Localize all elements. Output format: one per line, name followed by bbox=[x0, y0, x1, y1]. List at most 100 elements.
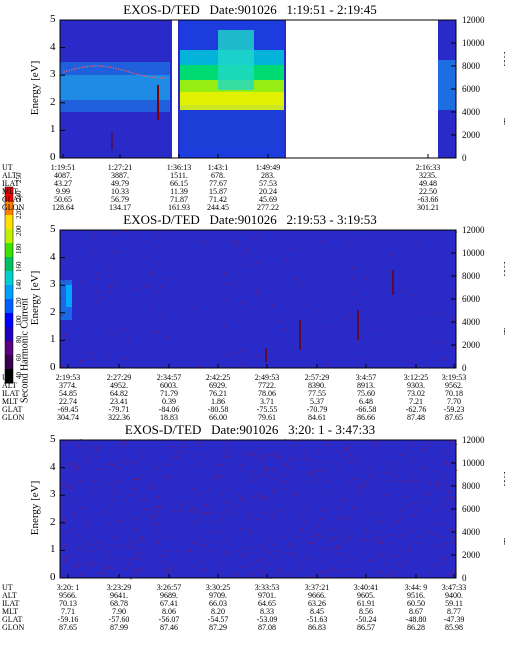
noise-mark bbox=[450, 496, 454, 499]
noise-mark bbox=[354, 302, 357, 306]
noise-mark bbox=[122, 441, 127, 445]
noise-mark bbox=[365, 278, 369, 281]
noise-mark bbox=[312, 534, 316, 537]
noise-mark bbox=[212, 478, 217, 481]
orbit-row-value: 2:19:53 bbox=[55, 373, 81, 382]
orbit-row-value: 3:44: 9 bbox=[404, 583, 428, 592]
noise-mark bbox=[213, 519, 216, 522]
orbit-row-value: 9303. bbox=[407, 381, 425, 390]
noise-mark bbox=[440, 500, 445, 503]
noise-mark bbox=[435, 563, 439, 566]
noise-mark bbox=[123, 567, 128, 570]
noise-mark bbox=[351, 266, 355, 271]
orbit-row-value: 66.15 bbox=[170, 179, 188, 188]
noise-mark bbox=[446, 573, 449, 576]
noise-mark bbox=[351, 506, 353, 508]
noise-mark bbox=[359, 482, 363, 485]
noise-mark bbox=[401, 535, 405, 538]
orbit-row-value: 322.36 bbox=[108, 413, 130, 422]
noise-mark bbox=[224, 538, 228, 541]
noise-mark bbox=[232, 572, 238, 576]
noise-mark bbox=[156, 290, 159, 294]
y2-tick-label: 4000 bbox=[462, 107, 480, 117]
noise-mark bbox=[134, 287, 138, 291]
noise-mark bbox=[375, 535, 377, 537]
noise-mark bbox=[324, 569, 327, 572]
noise-mark bbox=[434, 340, 437, 343]
noise-mark bbox=[426, 448, 429, 450]
noise-mark bbox=[233, 281, 237, 285]
y2-tick-label: 8000 bbox=[462, 61, 480, 71]
orbit-row-label: ALT bbox=[2, 171, 17, 180]
noise-mark bbox=[100, 487, 102, 489]
orbit-row-value: 9566. bbox=[59, 591, 77, 600]
noise-mark bbox=[165, 475, 170, 478]
noise-mark bbox=[342, 560, 345, 562]
orbit-row-label: MLT bbox=[2, 397, 19, 406]
noise-mark bbox=[148, 487, 151, 489]
y2-tick-label: 6000 bbox=[462, 84, 480, 94]
orbit-row-value: 283. bbox=[261, 171, 275, 180]
data-gap bbox=[172, 20, 178, 158]
noise-mark bbox=[117, 467, 120, 470]
orbit-row-label: MLT bbox=[2, 187, 19, 196]
orbit-row-value: 8.06 bbox=[162, 607, 176, 616]
noise-mark bbox=[419, 466, 424, 469]
y-tick-label: 2 bbox=[50, 305, 56, 318]
y-tick-label: 1 bbox=[50, 123, 56, 136]
noise-mark bbox=[182, 502, 185, 506]
noise-mark bbox=[443, 357, 446, 362]
orbit-row-value: 59.11 bbox=[445, 599, 463, 608]
noise-mark bbox=[107, 482, 110, 485]
noise-mark bbox=[241, 363, 244, 368]
noise-mark bbox=[202, 571, 205, 574]
orbit-row-value: 244.45 bbox=[207, 203, 229, 212]
noise-mark bbox=[127, 339, 130, 343]
orbit-row-value: -75.55 bbox=[256, 405, 278, 414]
orbit-row-value: 9666. bbox=[308, 591, 326, 600]
orbit-row-value: 86.66 bbox=[357, 413, 375, 422]
noise-mark bbox=[65, 443, 68, 446]
noise-mark bbox=[299, 561, 302, 563]
orbit-row-value: 2:42:25 bbox=[205, 373, 231, 382]
colorbar-segment bbox=[5, 313, 13, 328]
noise-mark bbox=[339, 553, 344, 555]
y2-tick-label: 10000 bbox=[462, 248, 485, 258]
noise-mark bbox=[422, 448, 426, 451]
noise-mark bbox=[92, 480, 97, 482]
noise-mark bbox=[223, 450, 227, 452]
noise-mark bbox=[152, 481, 155, 484]
noise-mark bbox=[351, 507, 356, 510]
noise-mark bbox=[408, 456, 411, 459]
colorbar-segment bbox=[5, 201, 13, 216]
noise-mark bbox=[80, 280, 83, 284]
orbit-row-label: GLAT bbox=[2, 195, 23, 204]
noise-mark bbox=[249, 573, 254, 576]
noise-mark bbox=[63, 517, 66, 520]
noise-mark bbox=[79, 359, 83, 364]
noise-mark bbox=[330, 528, 333, 530]
noise-mark bbox=[180, 573, 183, 576]
orbit-row-value: 277.22 bbox=[257, 203, 279, 212]
noise-mark bbox=[312, 530, 314, 532]
orbit-row-value: 3:40:41 bbox=[353, 583, 379, 592]
noise-mark bbox=[203, 504, 208, 507]
noise-mark bbox=[178, 508, 181, 511]
orbit-row-value: 61.91 bbox=[357, 599, 375, 608]
noise-mark bbox=[143, 498, 147, 501]
noise-mark bbox=[349, 536, 353, 540]
noise-mark bbox=[90, 562, 93, 565]
noise-mark bbox=[309, 472, 313, 474]
orbit-row-value: -47.39 bbox=[443, 615, 465, 624]
orbit-row-value: 15.87 bbox=[209, 187, 227, 196]
orbit-row-value: 11.39 bbox=[170, 187, 188, 196]
noise-mark bbox=[342, 517, 344, 520]
noise-mark bbox=[66, 449, 69, 453]
noise-mark bbox=[418, 302, 422, 305]
orbit-row-label: UT bbox=[2, 163, 13, 172]
noise-mark bbox=[362, 493, 364, 495]
noise-mark bbox=[202, 492, 204, 495]
noise-mark bbox=[115, 536, 118, 539]
noise-mark bbox=[419, 500, 424, 503]
noise-mark bbox=[447, 463, 452, 465]
